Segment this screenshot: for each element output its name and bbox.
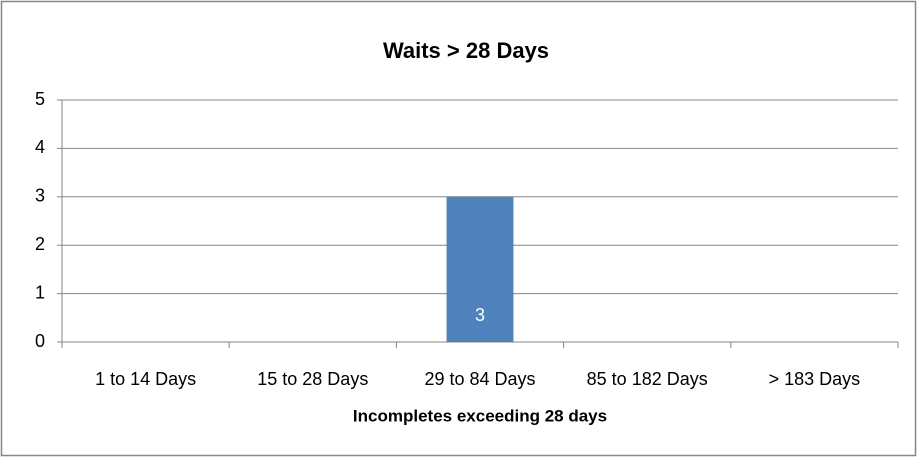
- y-tick-label: 5: [35, 89, 45, 109]
- x-tick-label: 85 to 182 Days: [587, 369, 708, 389]
- data-label: 3: [475, 305, 485, 325]
- y-tick-label: 1: [35, 282, 45, 302]
- x-tick-label: 1 to 14 Days: [95, 369, 196, 389]
- x-tick-label: > 183 Days: [769, 369, 861, 389]
- y-tick-label: 0: [35, 331, 45, 351]
- x-tick-label: 15 to 28 Days: [257, 369, 368, 389]
- chart-title: Waits > 28 Days: [383, 38, 549, 63]
- x-tick-label: 29 to 84 Days: [424, 369, 535, 389]
- y-tick-label: 2: [35, 234, 45, 254]
- y-tick-label: 4: [35, 137, 45, 157]
- x-axis-title: Incompletes exceeding 28 days: [353, 406, 607, 425]
- bar: [446, 196, 514, 342]
- y-tick-label: 3: [35, 186, 45, 206]
